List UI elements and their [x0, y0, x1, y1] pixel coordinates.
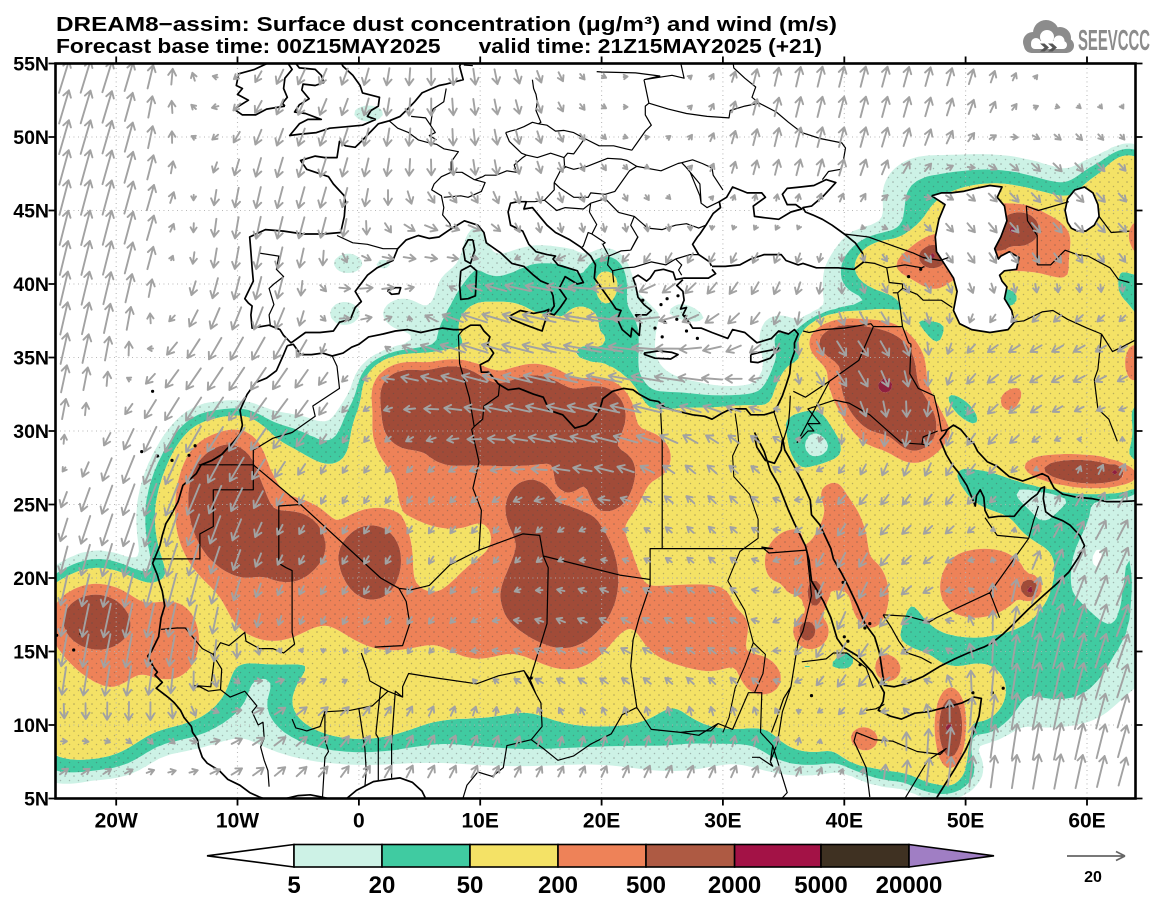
- svg-text:60E: 60E: [1068, 810, 1105, 833]
- svg-text:35N: 35N: [13, 348, 49, 370]
- svg-text:20E: 20E: [583, 810, 620, 833]
- svg-text:SEEVCCC: SEEVCCC: [1078, 25, 1150, 57]
- svg-text:50: 50: [457, 872, 484, 899]
- svg-text:40N: 40N: [13, 274, 49, 296]
- svg-text:20W: 20W: [95, 810, 138, 833]
- svg-text:30E: 30E: [704, 810, 741, 833]
- svg-text:20000: 20000: [876, 872, 943, 899]
- svg-text:50N: 50N: [13, 127, 49, 149]
- svg-text:5: 5: [287, 872, 300, 899]
- svg-text:45N: 45N: [13, 201, 49, 223]
- svg-text:DREAM8−assim: Surface dust con: DREAM8−assim: Surface dust concentration…: [56, 13, 837, 36]
- svg-text:40E: 40E: [826, 810, 863, 833]
- svg-text:20: 20: [1084, 869, 1102, 886]
- svg-text:2000: 2000: [708, 872, 761, 899]
- svg-text:20N: 20N: [13, 568, 49, 590]
- svg-text:30N: 30N: [13, 421, 49, 443]
- svg-text:55N: 55N: [13, 54, 49, 76]
- svg-text:25N: 25N: [13, 495, 49, 517]
- svg-text:5000: 5000: [794, 872, 847, 899]
- svg-text:200: 200: [538, 872, 578, 899]
- svg-text:0: 0: [353, 810, 365, 833]
- svg-text:5N: 5N: [24, 789, 49, 811]
- svg-text:50E: 50E: [947, 810, 984, 833]
- svg-text:Forecast base time: 00Z15MAY20: Forecast base time: 00Z15MAY2025 valid t…: [56, 35, 822, 58]
- svg-text:500: 500: [626, 872, 666, 899]
- svg-text:10W: 10W: [216, 810, 259, 833]
- svg-text:20: 20: [369, 872, 396, 899]
- svg-text:10E: 10E: [462, 810, 499, 833]
- svg-text:10N: 10N: [13, 715, 49, 737]
- svg-text:15N: 15N: [13, 642, 49, 664]
